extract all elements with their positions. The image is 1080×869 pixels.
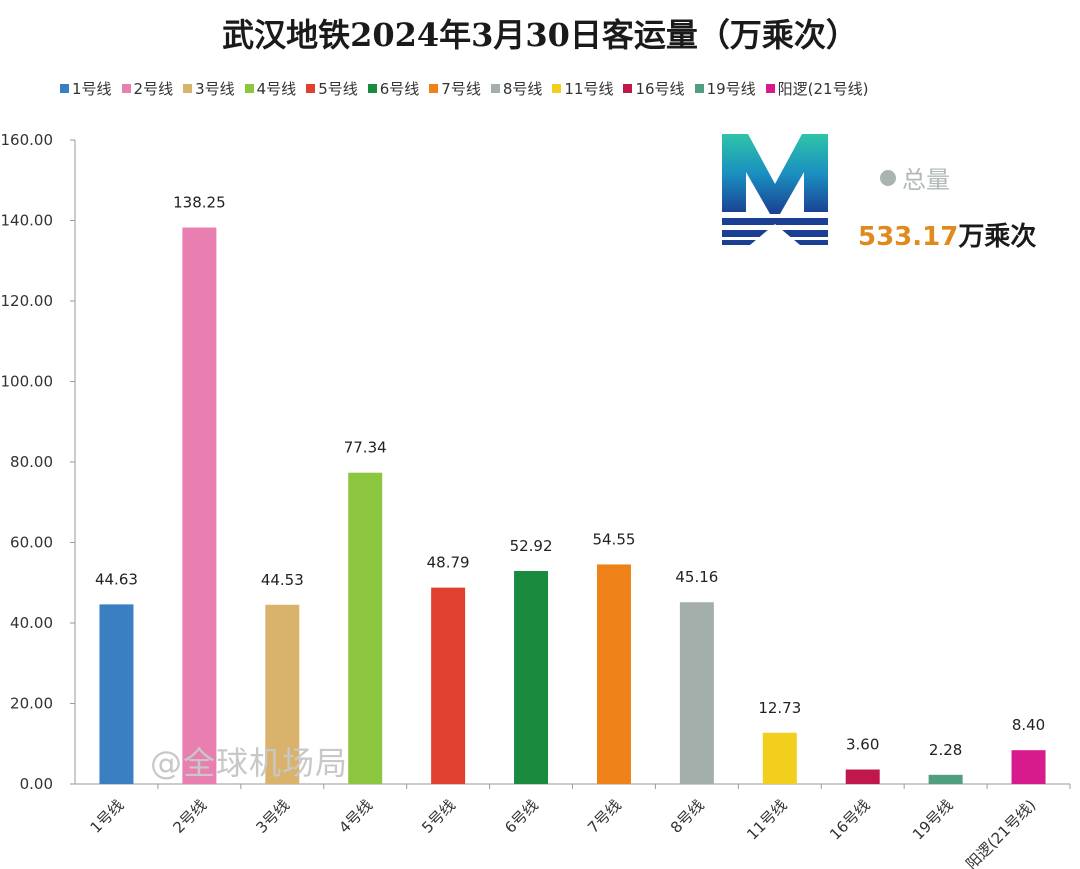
category-label: 16号线	[826, 796, 873, 843]
value-label: 2.28	[929, 741, 962, 759]
legend-label: 5号线	[318, 80, 358, 98]
total-label-row: 总量	[880, 160, 950, 195]
category-label: 3号线	[252, 796, 293, 837]
legend-item: 11号线	[552, 78, 613, 99]
legend-label: 11号线	[564, 80, 614, 98]
legend-swatch	[623, 84, 633, 93]
legend-item: 3号线	[183, 78, 235, 99]
value-label: 45.16	[675, 568, 718, 586]
legend-label: 1号线	[72, 80, 112, 98]
category-label: 19号线	[909, 796, 956, 843]
y-tick-label: 140.00	[1, 212, 54, 230]
legend-swatch	[694, 84, 704, 93]
value-label: 12.73	[758, 699, 801, 717]
legend-item: 2号线	[121, 78, 174, 99]
legend-label: 2号线	[133, 80, 174, 98]
watermark: @全球机场局	[150, 744, 349, 782]
chart-title: 武汉地铁2024年3月30日客运量（万乘次）	[222, 16, 858, 54]
y-tick-label: 60.00	[10, 534, 53, 552]
legend-item: 7号线	[429, 78, 481, 99]
legend-swatch	[765, 84, 775, 93]
legend-label: 16号线	[635, 80, 685, 98]
legend-swatch	[490, 84, 500, 93]
legend-label: 4号线	[256, 80, 297, 98]
y-tick-label: 80.00	[10, 453, 53, 471]
value-label: 44.53	[261, 571, 304, 589]
bar-7	[596, 564, 631, 784]
bar-8	[679, 602, 714, 784]
category-label: 2号线	[170, 796, 211, 837]
bar-9	[762, 732, 797, 784]
category-label: 阳逻(21号线)	[962, 796, 1039, 869]
legend-item: 8号线	[490, 78, 543, 99]
category-label: 4号线	[335, 796, 376, 837]
legend-label: 3号线	[195, 80, 235, 98]
legend-item: 16号线	[623, 78, 685, 99]
legend-item: 4号线	[244, 78, 297, 99]
bar-2	[182, 227, 217, 784]
total-unit: 万乘次	[958, 222, 1037, 252]
total-value: 533.17	[858, 222, 959, 252]
legend-swatch	[121, 84, 131, 93]
legend-item: 19号线	[694, 78, 756, 99]
metro-logo-icon	[722, 134, 828, 245]
category-label: 5号线	[418, 796, 459, 837]
legend-item: 5号线	[306, 78, 358, 99]
bar-12	[1011, 750, 1046, 784]
value-label: 3.60	[846, 736, 879, 754]
y-tick-label: 20.00	[10, 695, 53, 713]
legend-swatch	[367, 84, 377, 93]
value-label: 77.34	[344, 439, 387, 457]
legend-label: 6号线	[379, 80, 420, 98]
bar-6	[514, 570, 549, 784]
legend-label: 8号线	[502, 80, 543, 98]
legend-swatch	[244, 84, 254, 93]
legend-item: 6号线	[367, 78, 420, 99]
y-tick-label: 0.00	[20, 775, 53, 793]
bar-11	[928, 774, 963, 784]
total-label: 总量	[902, 166, 950, 194]
bar-4	[348, 472, 383, 784]
category-label: 6号线	[501, 796, 542, 837]
legend-label: 19号线	[706, 80, 756, 98]
category-label: 1号线	[87, 796, 128, 837]
bar-3	[265, 604, 300, 784]
legend-label: 7号线	[441, 80, 481, 98]
legend-label: 阳逻(21号线)	[777, 80, 869, 98]
total-value-row: 533.17万乘次	[858, 216, 1036, 253]
y-tick-label: 160.00	[1, 131, 54, 149]
bar-5	[431, 587, 466, 784]
legend-swatch	[552, 84, 562, 93]
bar-10	[845, 769, 880, 784]
value-label: 44.63	[95, 570, 138, 588]
legend-swatch	[306, 84, 316, 93]
legend-item: 1号线	[60, 78, 112, 99]
legend-swatch	[429, 84, 439, 93]
value-label: 54.55	[592, 530, 635, 548]
value-label: 138.25	[173, 194, 226, 212]
legend-swatch	[60, 84, 69, 93]
bar-1	[99, 604, 134, 784]
category-label: 11号线	[743, 796, 790, 843]
legend-swatch	[183, 84, 193, 93]
legend-item: 阳逻(21号线)	[765, 78, 869, 99]
category-label: 7号线	[584, 796, 625, 837]
category-label: 8号线	[667, 796, 708, 837]
value-label: 48.79	[427, 554, 470, 572]
value-label: 52.92	[510, 537, 553, 555]
y-tick-label: 40.00	[10, 614, 53, 632]
y-tick-label: 120.00	[1, 292, 54, 310]
total-panel: 总量 533.17万乘次	[720, 132, 1060, 252]
y-tick-label: 100.00	[1, 373, 54, 391]
value-label: 8.40	[1012, 716, 1045, 734]
legend: 1号线 2号线 3号线 4号线 5号线 6号线 7号线 8号线 11号线 16号线 19号线 阳逻(2…	[60, 78, 1070, 99]
total-dot-icon	[880, 169, 896, 186]
